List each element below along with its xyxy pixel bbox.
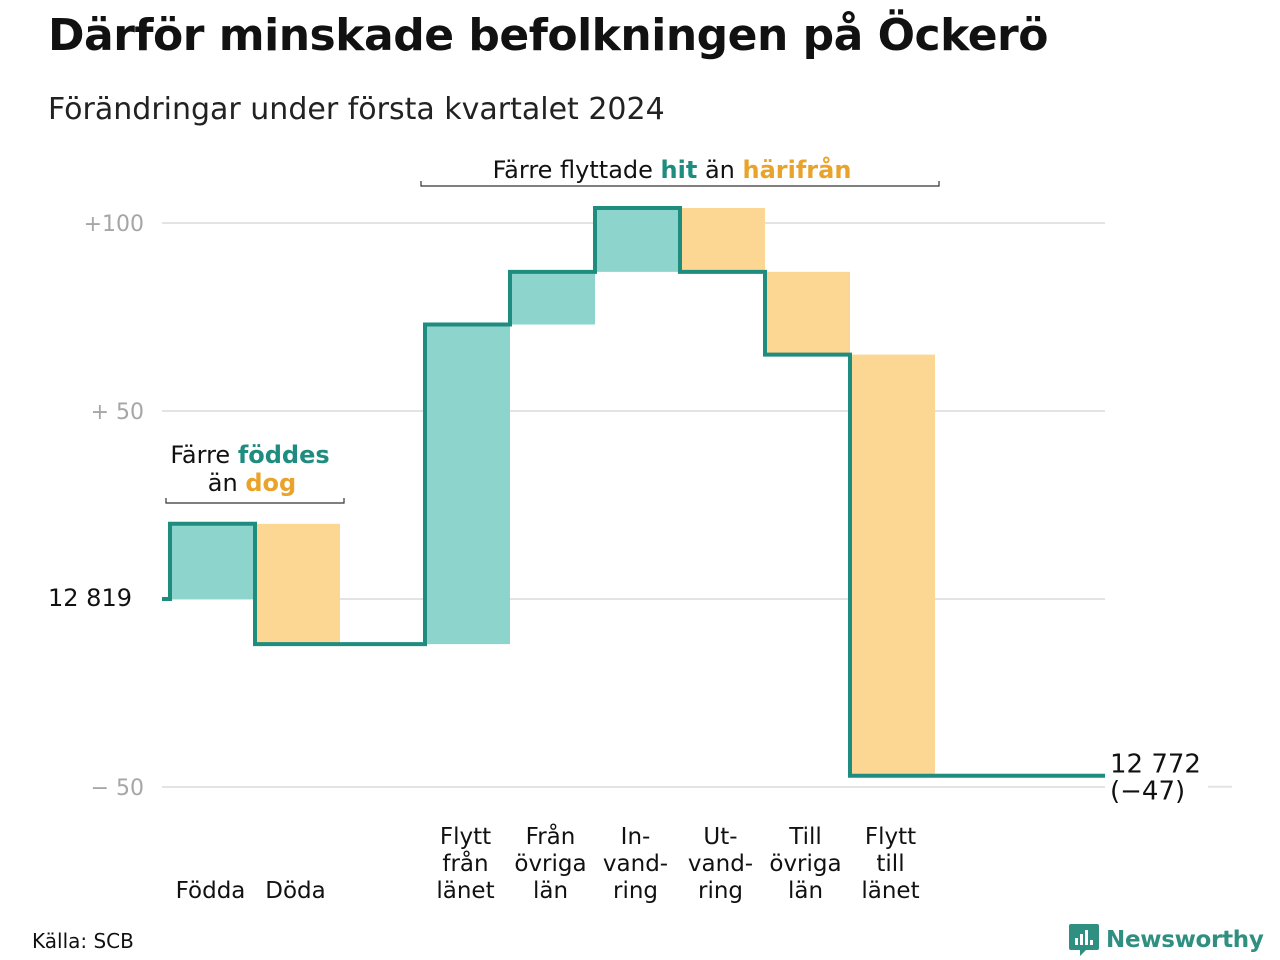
chart-title: Därför minskade befolkningen på Öckerö bbox=[48, 10, 1048, 61]
y-tick-label: − 50 bbox=[91, 776, 144, 801]
waterfall-bar bbox=[765, 271, 850, 355]
waterfall-bar bbox=[595, 207, 680, 272]
category-label: från bbox=[442, 849, 488, 877]
start-value-label: 12 819 bbox=[48, 584, 132, 612]
annotation-born-died-line1: Färre föddes bbox=[170, 441, 329, 469]
category-label: län bbox=[533, 878, 568, 904]
y-tick-label: +100 bbox=[84, 212, 144, 237]
waterfall-bar bbox=[850, 354, 935, 776]
category-label: Flytt bbox=[440, 824, 491, 850]
end-change-label: (−47) bbox=[1110, 777, 1185, 807]
brand-name: Newsworthy bbox=[1106, 927, 1264, 953]
waterfall-bar bbox=[255, 523, 340, 645]
category-label: länet bbox=[861, 878, 919, 904]
category-label: ring bbox=[613, 878, 658, 904]
waterfall-bar bbox=[425, 324, 510, 645]
category-label: In- bbox=[621, 824, 651, 850]
annotation-bracket bbox=[165, 498, 345, 504]
category-label: övriga bbox=[514, 851, 586, 877]
category-label: Från bbox=[526, 822, 576, 850]
category-label: Flytt bbox=[865, 824, 916, 850]
category-label: vand- bbox=[603, 851, 668, 877]
source-text: Källa: SCB bbox=[32, 929, 134, 953]
end-value-label: 12 772 bbox=[1110, 750, 1201, 780]
annotation-born-died-line2: än dog bbox=[208, 469, 296, 497]
category-label: länet bbox=[436, 878, 494, 904]
category-label: vand- bbox=[688, 851, 753, 877]
category-label: Till bbox=[788, 824, 822, 850]
category-label: ring bbox=[698, 878, 743, 904]
category-label: övriga bbox=[769, 851, 841, 877]
waterfall-bar bbox=[170, 523, 255, 599]
category-label: Ut- bbox=[703, 824, 737, 850]
y-tick-label: + 50 bbox=[91, 400, 144, 425]
category-label: län bbox=[788, 878, 823, 904]
category-label: Födda bbox=[176, 878, 246, 904]
annotation-bracket bbox=[420, 181, 940, 187]
category-label: Döda bbox=[265, 878, 325, 904]
annotation-moves: Färre flyttade hit än härifrån bbox=[493, 155, 852, 184]
waterfall-bar bbox=[510, 271, 595, 325]
chart-subtitle: Förändringar under första kvartalet 2024 bbox=[48, 92, 665, 127]
chart-bars-icon bbox=[1069, 924, 1099, 956]
category-label: till bbox=[876, 851, 904, 877]
waterfall-step-line bbox=[162, 205, 1105, 778]
brand-logo: Newsworthy bbox=[1068, 922, 1264, 958]
waterfall-bar bbox=[680, 207, 765, 272]
